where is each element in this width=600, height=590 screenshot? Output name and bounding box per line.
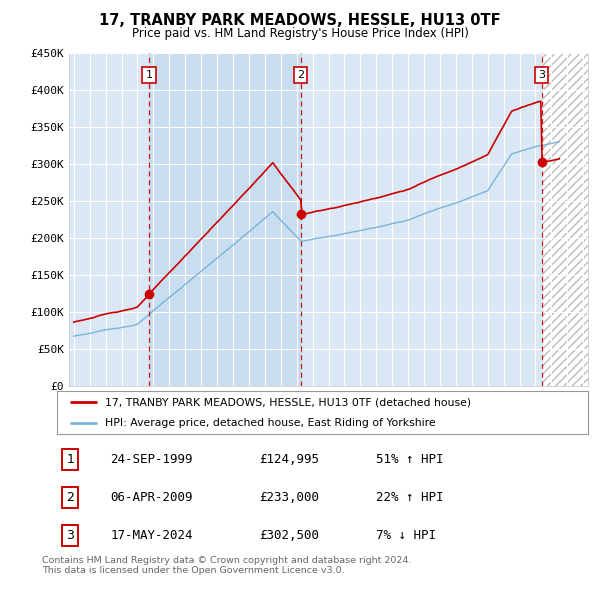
Text: 2: 2 [297, 70, 304, 80]
Text: 1: 1 [67, 453, 74, 466]
Text: Price paid vs. HM Land Registry's House Price Index (HPI): Price paid vs. HM Land Registry's House … [131, 27, 469, 40]
Text: 17, TRANBY PARK MEADOWS, HESSLE, HU13 0TF: 17, TRANBY PARK MEADOWS, HESSLE, HU13 0T… [99, 13, 501, 28]
Text: 22% ↑ HPI: 22% ↑ HPI [376, 491, 443, 504]
Text: HPI: Average price, detached house, East Riding of Yorkshire: HPI: Average price, detached house, East… [105, 418, 436, 428]
Text: 24-SEP-1999: 24-SEP-1999 [110, 453, 193, 466]
Text: 17, TRANBY PARK MEADOWS, HESSLE, HU13 0TF (detached house): 17, TRANBY PARK MEADOWS, HESSLE, HU13 0T… [105, 397, 471, 407]
Text: £233,000: £233,000 [259, 491, 319, 504]
Text: 7% ↓ HPI: 7% ↓ HPI [376, 529, 436, 542]
Text: £124,995: £124,995 [259, 453, 319, 466]
Bar [149, 53, 301, 386]
Text: 51% ↑ HPI: 51% ↑ HPI [376, 453, 443, 466]
Text: Contains HM Land Registry data © Crown copyright and database right 2024.
This d: Contains HM Land Registry data © Crown c… [42, 556, 412, 575]
Text: 3: 3 [538, 70, 545, 80]
Text: 17-MAY-2024: 17-MAY-2024 [110, 529, 193, 542]
Text: 3: 3 [67, 529, 74, 542]
Text: 06-APR-2009: 06-APR-2009 [110, 491, 193, 504]
Text: £302,500: £302,500 [259, 529, 319, 542]
Bar [542, 53, 588, 386]
Bar [542, 53, 588, 386]
Text: 1: 1 [146, 70, 152, 80]
Text: 2: 2 [67, 491, 74, 504]
